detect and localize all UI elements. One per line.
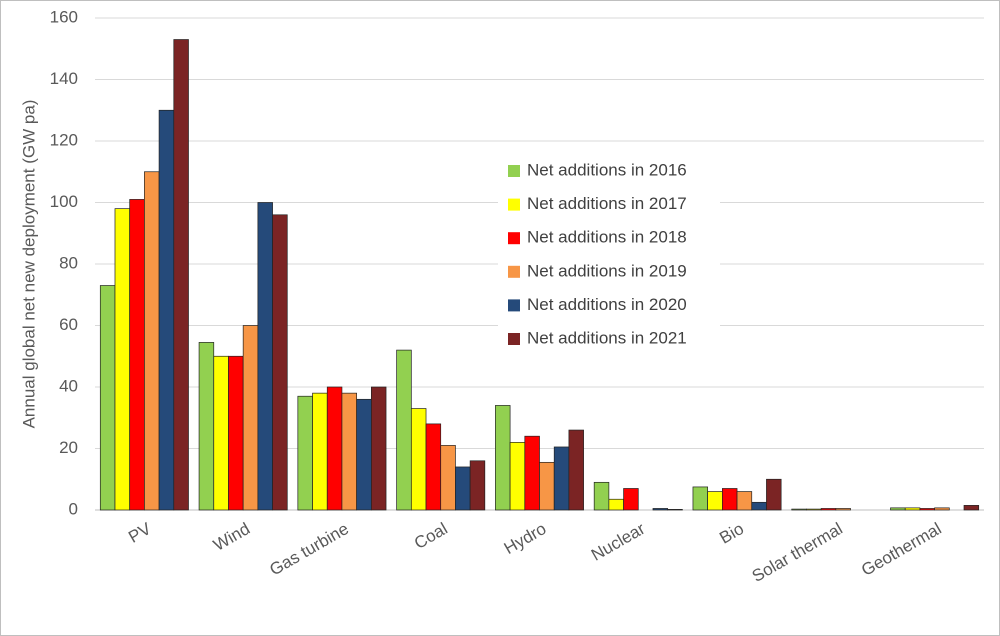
bar <box>257 202 273 511</box>
bar <box>495 405 511 511</box>
legend-swatch <box>508 232 520 245</box>
bar <box>820 508 837 511</box>
bar <box>370 386 387 511</box>
bar <box>934 507 950 511</box>
bar <box>722 488 738 511</box>
bar <box>425 423 442 511</box>
bar <box>890 507 906 511</box>
y-tick-label: 140 <box>50 69 78 88</box>
bar <box>524 435 540 511</box>
bar <box>198 342 215 511</box>
bar <box>455 466 471 511</box>
y-axis-label: Annual global net new deployment (GW pa) <box>19 100 38 429</box>
y-tick-label: 120 <box>50 130 78 149</box>
y-tick-label: 40 <box>59 376 78 395</box>
legend-label: Net additions in 2016 <box>527 160 687 179</box>
bar <box>114 208 131 511</box>
bar <box>242 325 259 511</box>
legend-swatch <box>508 299 520 312</box>
bar <box>608 498 624 511</box>
bar <box>297 395 313 511</box>
y-tick-label: 80 <box>59 253 78 272</box>
bar <box>158 109 175 511</box>
bar <box>736 491 753 511</box>
bar <box>751 501 767 511</box>
bar <box>99 285 116 511</box>
bar <box>593 481 610 511</box>
bar <box>791 508 807 511</box>
bar <box>356 398 372 511</box>
y-tick-label: 160 <box>50 7 78 26</box>
y-tick-label: 20 <box>59 438 78 457</box>
y-tick-label: 60 <box>59 315 78 334</box>
bar <box>326 386 343 511</box>
bar <box>213 355 229 511</box>
bar <box>553 446 570 511</box>
legend-label: Net additions in 2021 <box>527 328 687 347</box>
bar <box>652 508 669 511</box>
legend-label: Net additions in 2019 <box>527 261 687 280</box>
legend-box <box>498 155 720 355</box>
y-tick-label: 0 <box>69 499 78 518</box>
bar <box>509 442 526 511</box>
bar <box>539 461 555 511</box>
bar <box>766 478 782 511</box>
legend-swatch <box>508 165 520 177</box>
bar <box>963 505 980 511</box>
bar <box>272 214 288 511</box>
legend-label: Net additions in 2020 <box>527 295 687 314</box>
bar <box>312 392 328 511</box>
bar <box>173 39 189 511</box>
bar <box>396 349 412 511</box>
legend-swatch <box>508 198 520 211</box>
bar <box>806 508 822 511</box>
legend-label: Net additions in 2018 <box>527 228 687 247</box>
bar <box>410 408 427 511</box>
legend: Net additions in 2016 Net additions in 20… <box>498 155 720 355</box>
bar <box>707 491 723 511</box>
legend-label: Net additions in 2017 <box>527 194 687 213</box>
bar <box>341 392 357 511</box>
bar <box>129 199 145 511</box>
legend-swatch <box>508 333 520 345</box>
bar <box>919 508 935 511</box>
legend-swatch <box>508 265 520 278</box>
bar <box>692 486 709 511</box>
bar <box>904 507 921 511</box>
bar <box>623 488 639 511</box>
bar <box>228 355 244 511</box>
bar <box>469 460 486 511</box>
bar <box>144 171 160 511</box>
y-tick-label: 100 <box>50 192 78 211</box>
bar <box>440 445 456 511</box>
bar <box>835 508 851 511</box>
bar <box>667 509 683 511</box>
bar <box>568 429 584 511</box>
